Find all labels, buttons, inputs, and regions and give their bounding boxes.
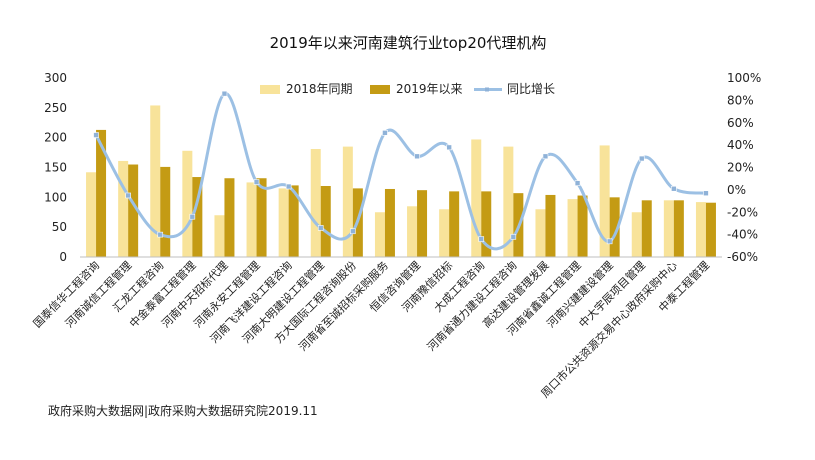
- legend-label: 2018年同期: [286, 82, 353, 96]
- yoy-point: [638, 155, 645, 162]
- bar-2018: [374, 212, 385, 257]
- bar-2018: [246, 182, 257, 257]
- yoy-point: [221, 90, 228, 97]
- yoy-line-layer: [93, 90, 709, 251]
- bar-2019: [417, 190, 428, 257]
- yoy-point: [703, 190, 709, 197]
- bar-2019: [96, 129, 107, 257]
- y-tick-label-right: -60%: [727, 250, 758, 264]
- yoy-point: [446, 144, 452, 151]
- y-tick-label-right: 0%: [727, 183, 746, 197]
- yoy-point: [574, 180, 581, 186]
- legend-swatch-2018: [260, 85, 280, 94]
- bar-2019: [673, 200, 684, 257]
- x-axis-labels: 国泰信华工程咨询河南诚信工程管理汇龙工程咨询中金泰富工程管理河南中天招标代理河南…: [30, 258, 712, 400]
- bar-2018: [278, 188, 289, 257]
- y-tick-label-right: -40%: [727, 228, 758, 242]
- bar-2019: [481, 191, 492, 257]
- bar-2018: [407, 206, 418, 257]
- legend-swatch-2019: [370, 85, 390, 94]
- yoy-point: [542, 153, 549, 160]
- bar-2019: [705, 202, 716, 257]
- y-tick-label-right: 60%: [727, 116, 754, 130]
- legend-marker-yoy: [485, 87, 489, 92]
- legend-label: 同比增长: [507, 82, 555, 96]
- yoy-point: [382, 130, 388, 136]
- yoy-point: [671, 185, 677, 192]
- bar-2018: [535, 209, 546, 257]
- y-axis-left: 0 50 100 150 200 250 300: [44, 71, 67, 264]
- legend-item: 2019年以来: [370, 82, 463, 96]
- y-tick-label-left: 0: [59, 250, 67, 264]
- bar-2018: [503, 146, 514, 257]
- bar-2018: [695, 202, 706, 257]
- y-tick-label-right: -20%: [727, 205, 758, 219]
- bar-2019: [288, 185, 299, 257]
- chart: 2019年以来河南建筑行业top20代理机构 2018年同期 2019年以来 同…: [30, 34, 761, 400]
- yoy-point: [189, 213, 196, 220]
- bar-2018: [118, 160, 129, 257]
- legend-item: 2018年同期: [260, 82, 353, 96]
- legend: 2018年同期 2019年以来 同比增长: [260, 82, 555, 96]
- bar-2019: [320, 185, 331, 257]
- bar-2018: [182, 150, 193, 257]
- yoy-point: [125, 192, 131, 199]
- yoy-point: [93, 132, 99, 138]
- y-tick-label-left: 250: [44, 101, 67, 115]
- bar-2019: [449, 191, 460, 257]
- bar-2018: [342, 146, 353, 257]
- y-tick-label-right: 100%: [727, 71, 761, 85]
- bar-2019: [641, 200, 652, 257]
- bar-2018: [150, 105, 161, 258]
- bar-2019: [224, 178, 235, 257]
- bar-2018: [310, 149, 321, 257]
- y-tick-label-left: 200: [44, 131, 67, 145]
- yoy-point: [285, 183, 292, 190]
- bar-2019: [384, 188, 395, 257]
- bar-2018: [471, 139, 482, 257]
- yoy-point: [478, 236, 485, 242]
- y-tick-label-right: 40%: [727, 138, 754, 152]
- yoy-point: [317, 225, 324, 231]
- y-tick-label-left: 100: [44, 190, 67, 204]
- bar-2019: [160, 166, 171, 257]
- y-tick-label-left: 50: [52, 220, 67, 234]
- source-footer: 政府采购大数据网|政府采购大数据研究院2019.11: [48, 404, 318, 418]
- bar-2019: [577, 195, 588, 257]
- yoy-point: [350, 228, 356, 235]
- yoy-point: [157, 231, 164, 238]
- bar-2019: [256, 178, 267, 257]
- yoy-point: [414, 153, 420, 160]
- yoy-point: [606, 238, 613, 245]
- chart-title: 2019年以来河南建筑行业top20代理机构: [270, 34, 547, 52]
- bar-2019: [128, 164, 139, 257]
- yoy-growth-line: [94, 92, 707, 251]
- bar-2018: [567, 199, 578, 257]
- y-tick-label-left: 300: [44, 71, 67, 85]
- legend-item: 同比增长: [474, 82, 555, 96]
- bar-2018: [86, 172, 97, 257]
- bar-2018: [439, 209, 450, 257]
- yoy-point: [253, 179, 260, 185]
- bar-2018: [599, 145, 610, 257]
- y-tick-label-left: 150: [44, 161, 67, 175]
- bar-2018: [214, 215, 225, 257]
- legend-label: 2019年以来: [396, 82, 463, 96]
- bar-2018: [631, 212, 642, 257]
- y-tick-label-right: 20%: [727, 161, 754, 175]
- y-tick-label-right: 80%: [727, 93, 754, 107]
- y-axis-right: -60% -40% -20% 0% 20% 40% 60% 80% 100%: [727, 71, 761, 264]
- yoy-point: [510, 234, 517, 240]
- bar-2019: [545, 194, 556, 257]
- bar-2018: [663, 200, 674, 257]
- bar-2019: [192, 177, 203, 257]
- bar-2019: [609, 197, 620, 257]
